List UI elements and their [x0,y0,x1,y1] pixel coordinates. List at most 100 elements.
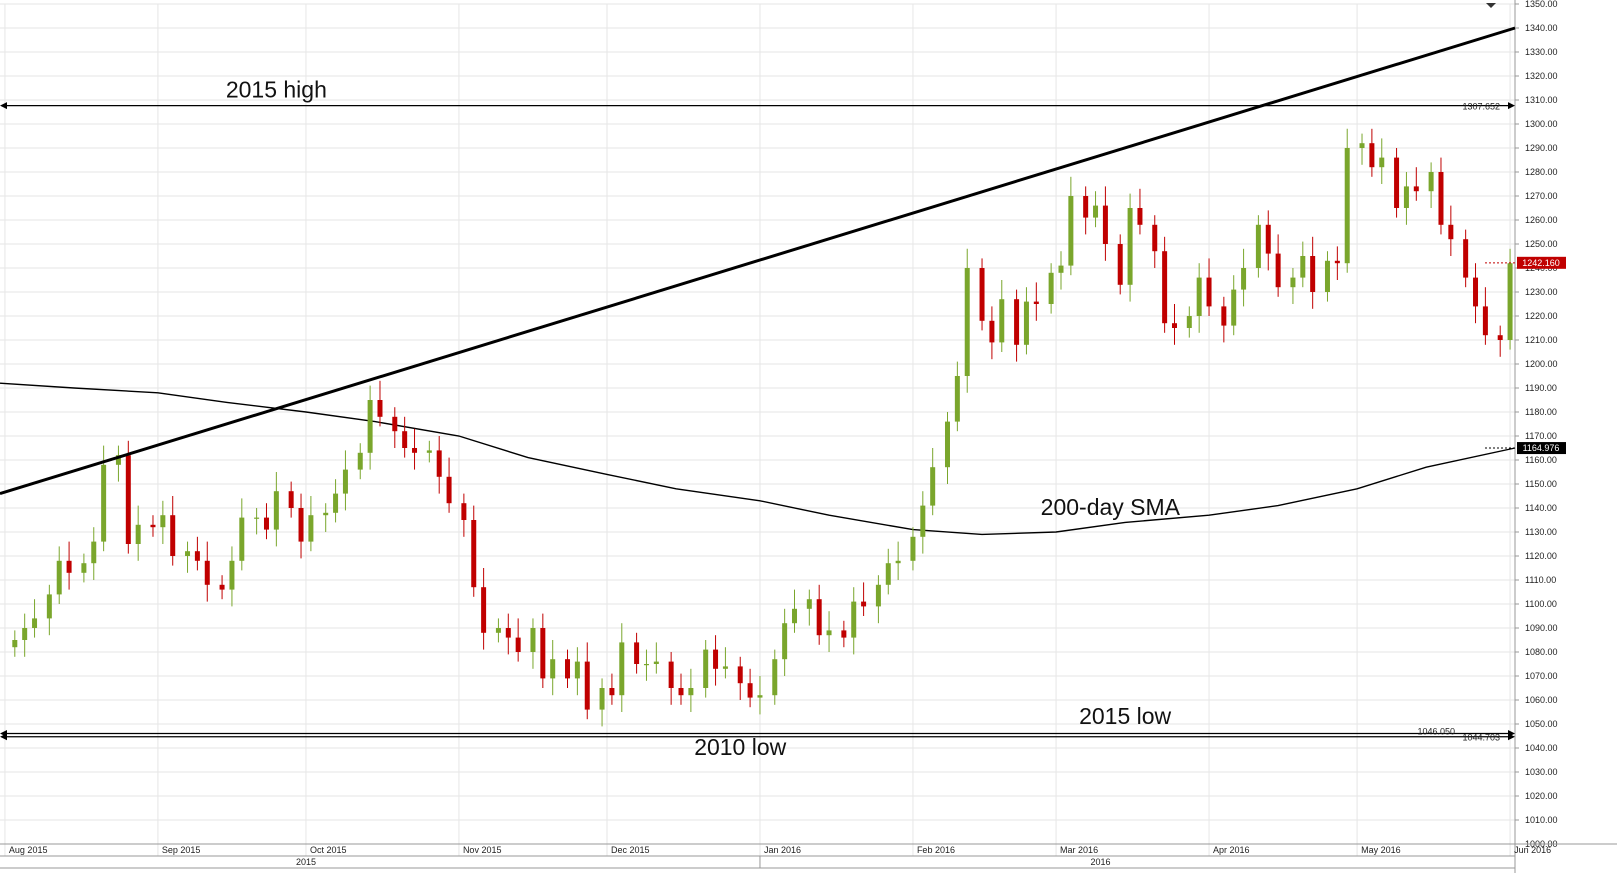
candle-body [515,637,521,652]
candle-body [115,455,121,465]
candle-body [219,584,225,590]
y-tick-label: 1040.00 [1525,743,1558,753]
candle-body [91,541,97,564]
y-tick-label: 1260.00 [1525,215,1558,225]
candle-body [1206,277,1212,307]
candle-body [377,400,383,417]
candle-body [1448,224,1454,240]
candle-body [81,563,87,573]
candle-body [1463,239,1469,278]
y-tick-label: 1150.00 [1525,479,1557,489]
candle-body [288,491,294,508]
candle-body [1231,289,1237,326]
candle-body [1482,306,1488,336]
candle-body [446,476,452,504]
candle-body [792,608,798,624]
candle-body [565,659,571,679]
trendline [0,26,1516,496]
candle-body [194,551,200,561]
candle-body [979,268,985,321]
candle-body [550,659,556,679]
candle-body [1137,208,1143,225]
candle-body [1265,224,1271,254]
y-tick-label: 1230.00 [1525,287,1558,297]
candle-body [170,515,176,556]
candle-body [1310,256,1316,292]
candle-body [841,630,847,638]
candle-body [1093,205,1099,218]
candle-body [1290,277,1296,288]
candle-body [1300,256,1306,278]
annotation: 2010 low [694,734,786,760]
candle-body [1117,244,1123,285]
candle-body [66,560,72,573]
y-tick-label: 1220.00 [1525,311,1558,321]
candle-body [12,640,18,648]
candle-body [634,642,640,664]
candle-body [333,493,339,513]
candle-body [254,517,260,519]
sma-200-line [0,382,1516,536]
x-tick-label: Jun 2016 [1514,845,1551,855]
x-tick-label: Apr 2016 [1213,845,1250,855]
candle-body [772,659,778,696]
horizontal-levels: 1307.652 1046.050 1044.703 [0,102,1515,743]
y-tick-label: 1130.00 [1525,527,1557,537]
sma-value-box [1517,442,1566,455]
candle-body [1033,301,1039,304]
candle-body [229,560,235,590]
y-axis: 1000.001010.001020.001030.001040.001050.… [1514,0,1558,873]
candle-body [599,688,605,710]
y-tick-label: 1090.00 [1525,623,1558,633]
candle-body [204,560,210,585]
y-tick-label: 1160.00 [1525,455,1557,465]
candle-body [1162,251,1168,324]
candle-body [1221,306,1227,326]
trendline-path [0,26,1516,496]
candle-body [1428,172,1434,192]
candle-body [1473,277,1479,307]
candle-body [471,520,477,588]
candle-body [263,517,269,530]
year-label: 2015 [296,857,316,867]
level-label: 1307.652 [1462,102,1500,112]
candle-body [150,524,156,528]
x-tick-label: Sep 2015 [162,845,201,855]
candle-body [342,469,348,494]
annotation: 2015 low [1079,703,1171,729]
price-tags: 1242.160 1164.976 [1485,256,1566,455]
arrow-right-icon [1508,102,1515,110]
candle-body [367,400,373,453]
sma-value-label: 1164.976 [1523,443,1560,453]
candle-body [954,376,960,422]
y-tick-label: 1100.00 [1525,599,1557,609]
candle-body [1334,260,1340,264]
y-tick-label: 1060.00 [1525,695,1558,705]
candle-body [540,628,546,679]
y-tick-label: 1050.00 [1525,719,1558,729]
candle-body [910,536,916,561]
chevron-down-icon[interactable] [1486,3,1496,8]
y-tick-label: 1190.00 [1525,383,1557,393]
candle-body [713,649,719,669]
y-tick-label: 1350.00 [1525,0,1558,9]
candle-body [160,515,166,528]
candle-body [426,450,432,453]
candles [12,128,1513,727]
candle-body [737,666,743,684]
candle-body [46,594,52,619]
candle-body [1369,143,1375,168]
candle-body [1359,143,1365,148]
x-tick-label: Mar 2016 [1060,845,1098,855]
annotation: 2015 high [226,77,327,103]
candle-body [101,464,107,542]
arrow-left-icon [0,102,7,110]
level-label: 1046.050 [1417,726,1455,736]
candle-body [308,515,314,542]
candle-body [1068,196,1074,266]
y-tick-label: 1010.00 [1525,815,1558,825]
candle-body [1102,205,1108,244]
candle-body [885,563,891,585]
candle-body [930,467,936,506]
